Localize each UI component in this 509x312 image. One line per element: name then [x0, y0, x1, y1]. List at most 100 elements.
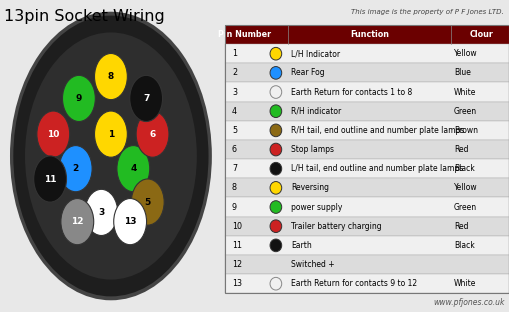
Circle shape — [269, 277, 281, 290]
Text: Black: Black — [453, 241, 474, 250]
Text: 11: 11 — [44, 174, 56, 183]
Circle shape — [63, 76, 95, 122]
Bar — [224, 236, 507, 255]
Text: 13: 13 — [124, 217, 136, 226]
Text: Clour: Clour — [469, 30, 493, 39]
Circle shape — [114, 198, 146, 245]
Bar — [224, 44, 507, 63]
Text: 1: 1 — [107, 129, 114, 139]
Text: 5: 5 — [232, 126, 237, 135]
Circle shape — [269, 47, 281, 60]
Text: Green: Green — [453, 202, 476, 212]
Bar — [224, 159, 507, 178]
Text: 12: 12 — [71, 217, 83, 226]
Text: 13pin Socket Wiring: 13pin Socket Wiring — [5, 9, 165, 24]
Text: Yellow: Yellow — [453, 183, 476, 193]
Text: Function: Function — [349, 30, 388, 39]
Text: 4: 4 — [232, 107, 237, 116]
Text: Red: Red — [453, 222, 467, 231]
Text: Switched +: Switched + — [291, 260, 334, 269]
Circle shape — [94, 53, 127, 100]
Circle shape — [61, 198, 94, 245]
Text: L/H tail, end outline and number plate lamps: L/H tail, end outline and number plate l… — [291, 164, 462, 173]
Circle shape — [269, 162, 281, 175]
Bar — [224, 197, 507, 217]
Text: 2: 2 — [232, 68, 237, 77]
Text: White: White — [453, 279, 475, 288]
Circle shape — [269, 220, 281, 232]
Text: 1: 1 — [232, 49, 237, 58]
Circle shape — [269, 182, 281, 194]
Text: power supply: power supply — [291, 202, 342, 212]
Circle shape — [269, 201, 281, 213]
Bar — [224, 121, 507, 140]
Ellipse shape — [25, 32, 196, 280]
Circle shape — [84, 189, 118, 236]
Bar — [224, 255, 507, 274]
Circle shape — [129, 76, 162, 122]
Text: 8: 8 — [232, 183, 237, 193]
Bar — [224, 178, 507, 197]
Bar — [224, 82, 507, 102]
Circle shape — [59, 146, 92, 192]
Text: 6: 6 — [149, 129, 155, 139]
Text: Yellow: Yellow — [453, 49, 476, 58]
Text: 11: 11 — [232, 241, 241, 250]
Ellipse shape — [10, 12, 211, 300]
Text: Green: Green — [453, 107, 476, 116]
Text: Red: Red — [453, 145, 467, 154]
Text: This image is the property of P F Jones LTD.: This image is the property of P F Jones … — [351, 9, 503, 16]
Ellipse shape — [13, 16, 208, 296]
Text: R/H tail, end outline and number plate lamps: R/H tail, end outline and number plate l… — [291, 126, 464, 135]
Circle shape — [34, 156, 66, 202]
Text: White: White — [453, 88, 475, 96]
Circle shape — [269, 105, 281, 118]
Circle shape — [94, 111, 127, 157]
Circle shape — [117, 146, 150, 192]
Text: L/H Indicator: L/H Indicator — [291, 49, 340, 58]
Text: Brown: Brown — [453, 126, 477, 135]
Text: 7: 7 — [143, 94, 149, 103]
Text: Pin Number: Pin Number — [217, 30, 270, 39]
Text: 10: 10 — [47, 129, 60, 139]
Text: Earth Return for contacts 9 to 12: Earth Return for contacts 9 to 12 — [291, 279, 416, 288]
Text: 9: 9 — [75, 94, 82, 103]
Text: Earth: Earth — [291, 241, 311, 250]
Circle shape — [131, 179, 164, 225]
Text: 6: 6 — [232, 145, 237, 154]
Text: R/H indicator: R/H indicator — [291, 107, 341, 116]
Text: 3: 3 — [232, 88, 237, 96]
Text: 12: 12 — [232, 260, 242, 269]
Text: 3: 3 — [98, 208, 104, 217]
Text: Rear Fog: Rear Fog — [291, 68, 324, 77]
Text: 4: 4 — [130, 164, 136, 173]
Text: Stop lamps: Stop lamps — [291, 145, 333, 154]
Text: 8: 8 — [107, 72, 114, 81]
Circle shape — [269, 239, 281, 252]
Text: 5: 5 — [145, 197, 151, 207]
Circle shape — [269, 86, 281, 98]
Text: 13: 13 — [232, 279, 241, 288]
Circle shape — [136, 111, 168, 157]
Text: www.pfjones.co.uk: www.pfjones.co.uk — [432, 298, 503, 307]
Bar — [224, 25, 507, 293]
Bar — [224, 140, 507, 159]
Text: Earth Return for contacts 1 to 8: Earth Return for contacts 1 to 8 — [291, 88, 411, 96]
Bar — [224, 63, 507, 82]
Bar — [224, 274, 507, 293]
Text: Blue: Blue — [453, 68, 470, 77]
Bar — [224, 217, 507, 236]
Text: 10: 10 — [232, 222, 241, 231]
Bar — [224, 102, 507, 121]
Circle shape — [37, 111, 70, 157]
Text: Trailer battery charging: Trailer battery charging — [291, 222, 381, 231]
Circle shape — [269, 143, 281, 156]
Text: Black: Black — [453, 164, 474, 173]
Text: 9: 9 — [232, 202, 237, 212]
Circle shape — [269, 66, 281, 79]
Bar — [224, 25, 507, 44]
Text: Reversing: Reversing — [291, 183, 328, 193]
Circle shape — [269, 124, 281, 137]
Text: 2: 2 — [72, 164, 79, 173]
Text: 7: 7 — [232, 164, 237, 173]
